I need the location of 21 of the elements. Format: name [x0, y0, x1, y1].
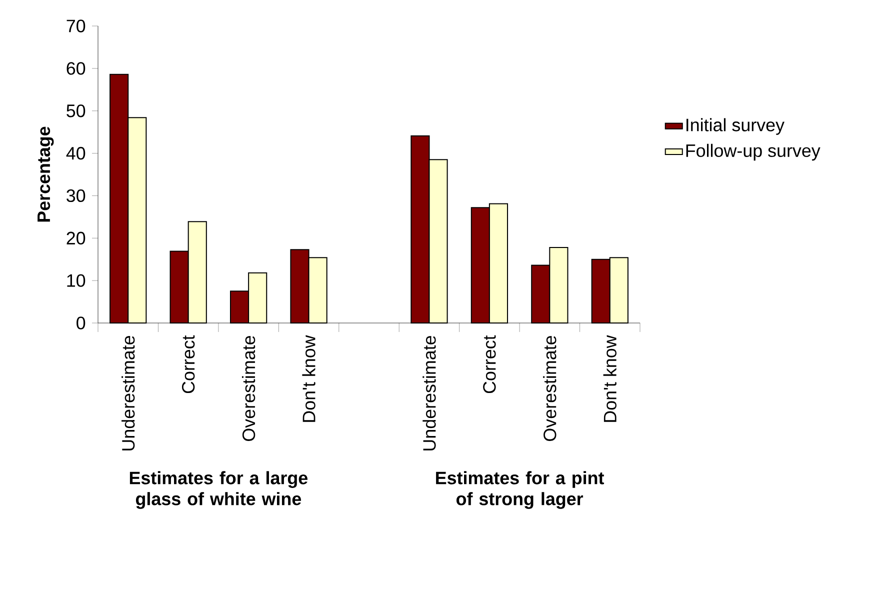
y-tick-label: 20	[66, 232, 86, 244]
y-tick-label: 70	[66, 20, 86, 32]
text: Estimates for a large glass of white wine	[130, 471, 308, 509]
text: Estimates for a pint of strong lager	[436, 471, 604, 509]
legend-label: Follow-up survey	[686, 144, 820, 161]
x-tick-label: Underestimate	[122, 336, 135, 450]
x-tick-label: Don't know	[603, 335, 616, 422]
legend-label: Initial survey	[686, 118, 784, 135]
y-axis-title: Percentage	[38, 126, 54, 222]
x-tick-label: Overestimate	[543, 336, 556, 441]
y-tick-label: 30	[66, 189, 86, 202]
x-tick-label: Correct	[182, 335, 195, 394]
x-tick-label: Overestimate	[242, 336, 256, 441]
y-tick-label: 60	[66, 62, 86, 75]
x-tick-label: Don't know	[302, 335, 316, 422]
y-tick-label: 50	[66, 104, 86, 118]
y-tick-label: 10	[67, 274, 86, 287]
y-tick-label: 40	[66, 146, 86, 160]
x-tick-label: Underestimate	[422, 336, 436, 450]
y-tick-label: 0	[76, 316, 86, 330]
x-tick-label: Correct	[483, 335, 496, 394]
